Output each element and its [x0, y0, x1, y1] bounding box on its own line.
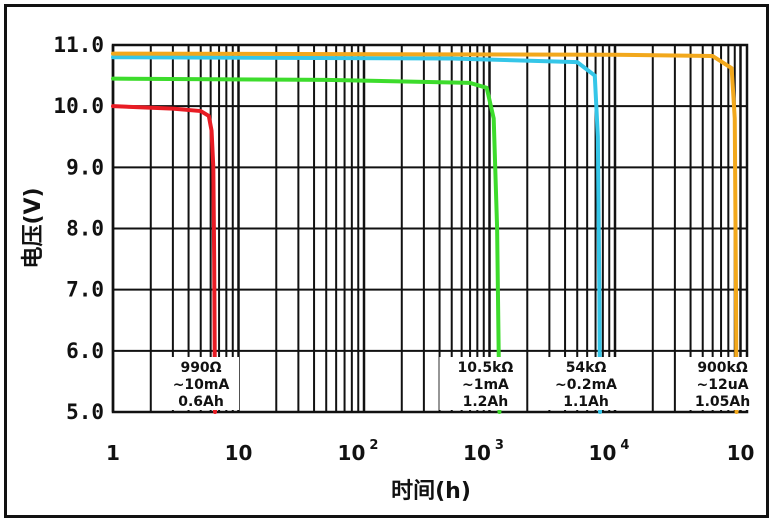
series-line-2 — [111, 76, 502, 414]
y-tick-label: 7.0 — [66, 278, 104, 302]
series-line-4 — [111, 51, 739, 414]
annotation-line: 10.5kΩ — [458, 360, 514, 376]
annotation-box — [676, 357, 761, 410]
curves — [111, 51, 739, 414]
annotation-line: ~10mA — [173, 377, 230, 393]
plot-border — [111, 43, 749, 414]
annotation-line: 990Ω — [180, 360, 221, 376]
annotation-line: 1.2Ah — [463, 394, 509, 410]
x-tick-label: 10 — [727, 441, 755, 465]
series-line-3 — [111, 55, 603, 414]
annotation-line: 1.05Ah — [695, 394, 750, 410]
y-tick-label: 6.0 — [66, 339, 104, 363]
y-tick-label: 5.0 — [66, 400, 104, 424]
y-tick-labels: 11.0 10.0 9.0 8.0 7.0 6.0 5.0 — [53, 33, 104, 424]
annotation-box — [540, 357, 625, 410]
y-axis-label: 电压(V) — [21, 187, 46, 268]
x-tick-labels: 1 10 10 2 10 3 10 4 10 — [106, 438, 754, 465]
y-tick-label: 9.0 — [66, 155, 104, 179]
annotation-line: 0.6Ah — [178, 394, 224, 410]
x-tick-label: 10 2 — [338, 438, 379, 465]
y-tick-label: 11.0 — [53, 33, 104, 57]
y-tick-label: 8.0 — [66, 217, 104, 241]
x-tick-label: 10 3 — [463, 438, 504, 465]
y-tick-label: 10.0 — [53, 94, 104, 118]
annotation-line: ~12uA — [697, 377, 749, 393]
annotation-line: 54kΩ — [566, 360, 607, 376]
x-tick-label: 1 — [106, 441, 120, 465]
x-tick-label: 10 4 — [589, 438, 630, 465]
annotation-line: ~1mA — [462, 377, 509, 393]
series-line-1 — [111, 104, 218, 414]
annotation-line: ~0.2mA — [555, 377, 617, 393]
grid — [111, 43, 749, 414]
x-axis-label: 时间(h) — [391, 479, 471, 504]
annotation-box — [155, 357, 240, 410]
annotation-line: 900kΩ — [697, 360, 748, 376]
x-tick-label: 10 — [225, 441, 253, 465]
annotations: 990Ω~10mA0.6Ah10.5kΩ~1mA1.2Ah54kΩ~0.2mA1… — [155, 357, 761, 410]
annotation-line: 1.1Ah — [563, 394, 609, 410]
annotation-box — [439, 357, 524, 410]
